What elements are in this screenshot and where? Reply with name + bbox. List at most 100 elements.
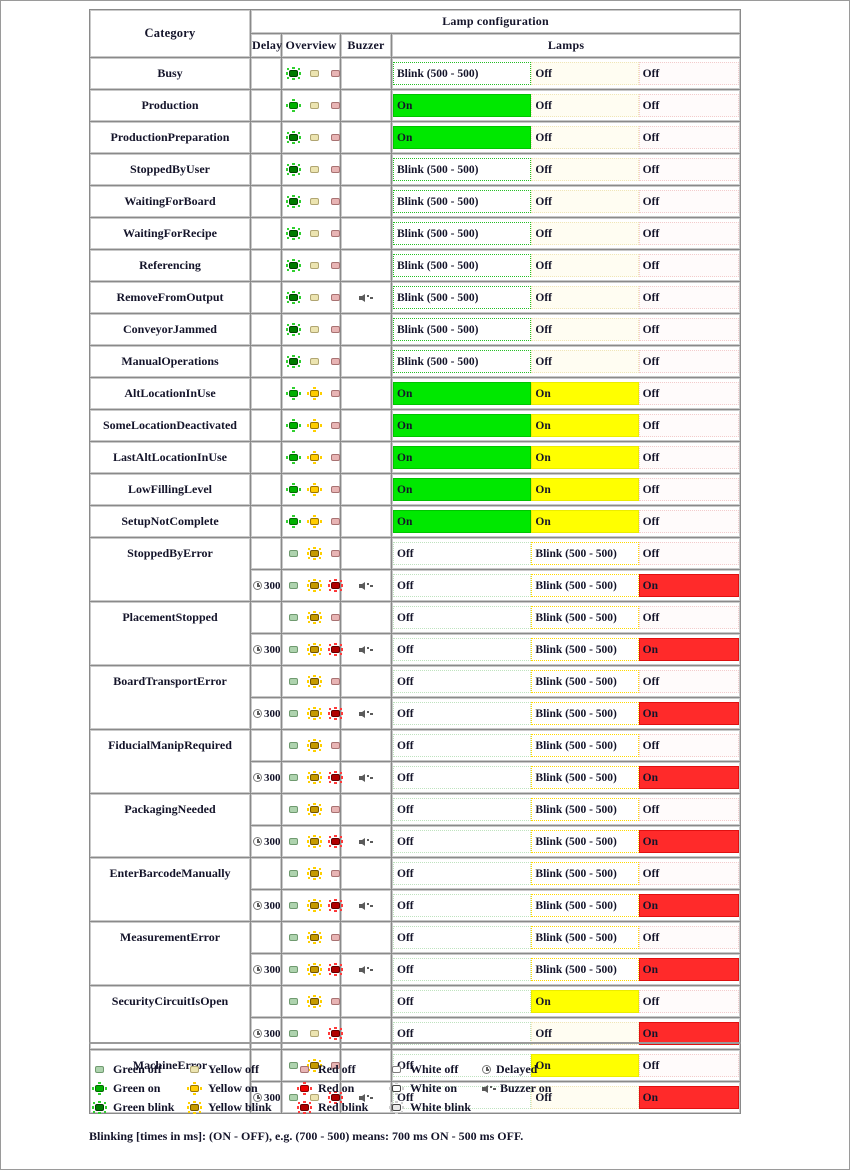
lamp-state-cell: Off (531, 350, 639, 373)
delay-cell (251, 858, 281, 889)
delay-cell: 300 s (251, 954, 281, 985)
yellow-blink-icon (307, 611, 322, 625)
overview-cell (282, 794, 340, 825)
delay-value: 300 s (264, 1027, 281, 1040)
overview-cell (282, 506, 340, 537)
overview-cell (282, 570, 343, 601)
delay-cell (251, 474, 281, 505)
legend-item: Green blink (89, 1100, 184, 1115)
column-header-lamp-configuration: Lamp configuration (251, 10, 741, 33)
lamp-state-cell: On (638, 638, 740, 661)
lamp-state-cell: On (531, 446, 639, 469)
lamp-state-cell: Off (638, 414, 740, 437)
overview-cell (282, 762, 343, 793)
red-off-icon (329, 356, 342, 367)
lamp-state-cell: Blink (500 - 500) (393, 350, 532, 373)
lamp-state-cell: Off (393, 734, 532, 757)
legend-row: Green blink Yellow blink Red blink White bl… (89, 1098, 789, 1117)
buzzer-on-icon (358, 580, 374, 592)
lamp-state-cell: On (531, 414, 639, 437)
lamp-state-cell: Blink (500 - 500) (531, 830, 639, 853)
lamp-state-cell: Off (393, 1022, 532, 1045)
delayed-clock-icon (481, 1064, 493, 1075)
buzzer-cell (341, 954, 391, 985)
yellow-blink-icon (307, 899, 322, 913)
delay-cell (251, 218, 281, 249)
yellow-blink-icon (307, 579, 322, 593)
overview-cell (282, 122, 340, 153)
buzzer-cell (341, 698, 391, 729)
red-off-icon (329, 324, 342, 335)
buzzer-cell (341, 474, 391, 505)
delay-cell (251, 282, 281, 313)
lamp-state-cell: Off (393, 574, 532, 597)
lamp-state-cell: On (638, 574, 740, 597)
delay-cell (251, 794, 281, 825)
yellow-blink-icon (307, 707, 322, 721)
red-off-icon (329, 996, 342, 1007)
overview-cell (282, 602, 340, 633)
lamp-state-cell: Off (638, 62, 740, 85)
delay-value: 300 s (264, 643, 281, 656)
red-off-icon (329, 676, 342, 687)
lamp-state-cell: Off (531, 1022, 639, 1045)
delay-cell (251, 186, 281, 217)
buzzer-cell (341, 58, 391, 89)
legend-item: Green off (89, 1062, 184, 1077)
lamp-state-cell: Blink (500 - 500) (393, 62, 532, 85)
lamp-state-cell: Blink (500 - 500) (393, 286, 532, 309)
delay-cell (251, 986, 281, 1017)
lamp-state-cell: Off (638, 542, 740, 565)
delay-value: 300 s (264, 899, 281, 912)
green-on-icon (286, 451, 301, 465)
buzzer-cell (341, 346, 391, 377)
yellow-blink-icon (307, 995, 322, 1009)
table-row: StoppedByUser Blink (500 - 500) Off Off (90, 154, 741, 185)
category-cell: FiducialManipRequired (90, 730, 250, 793)
header-row-bottom: Delay Overview Buzzer Lamps (90, 34, 741, 57)
lamp-state-cell: Off (638, 350, 740, 373)
red-off-icon (329, 452, 342, 463)
table-row: MeasurementError Off Blink (500 - 500) Off (90, 922, 741, 985)
legend-item: Yellow blink (184, 1100, 294, 1115)
yellow-off-icon (308, 1092, 321, 1103)
lamp-state-cell: Off (531, 62, 639, 85)
table-row: AltLocationInUse On On Off (90, 378, 741, 409)
delay-cell (251, 602, 281, 633)
table-row: WaitingForRecipe Blink (500 - 500) Off Off (90, 218, 741, 249)
red-off-icon (329, 516, 342, 527)
green-off-icon (287, 836, 300, 847)
lamp-state-cell: Off (638, 126, 740, 149)
lamp-state-cell: Off (638, 190, 740, 213)
green-off-icon (287, 804, 300, 815)
yellow-blink-icon (307, 963, 322, 977)
white-blink-icon (389, 1101, 404, 1114)
buzzer-cell (341, 794, 391, 825)
lamp-state-cell: Blink (500 - 500) (531, 894, 639, 917)
overview-cell (282, 314, 340, 345)
green-off-icon (287, 1028, 300, 1039)
buzzer-on-icon (358, 836, 374, 848)
legend-label: Buzzer on (500, 1081, 552, 1095)
green-on-icon (286, 99, 301, 113)
overview-cell (282, 154, 340, 185)
lamp-state-cell: Off (638, 318, 740, 341)
lamps-cell: On On Off (392, 474, 741, 505)
lamp-state-cell: On (531, 382, 639, 405)
category-cell: BoardTransportError (90, 666, 250, 729)
red-blink-icon (297, 1101, 312, 1114)
lamps-cell: Off Blink (500 - 500) Off (392, 666, 741, 697)
lamp-state-cell: Blink (500 - 500) (393, 190, 532, 213)
delay-cell (251, 154, 281, 185)
legend-row: Green off Yellow off Red off White off Delay… (89, 1060, 789, 1079)
lamp-state-cell: Off (393, 926, 532, 949)
yellow-blink-icon (187, 1101, 202, 1114)
overview-cell (282, 666, 340, 697)
lamps-cell: Blink (500 - 500) Off Off (392, 186, 741, 217)
lamps-cell: Off Blink (500 - 500) On (392, 762, 741, 793)
lamps-cell: Blink (500 - 500) Off Off (392, 346, 741, 377)
green-off-icon (287, 1092, 300, 1103)
